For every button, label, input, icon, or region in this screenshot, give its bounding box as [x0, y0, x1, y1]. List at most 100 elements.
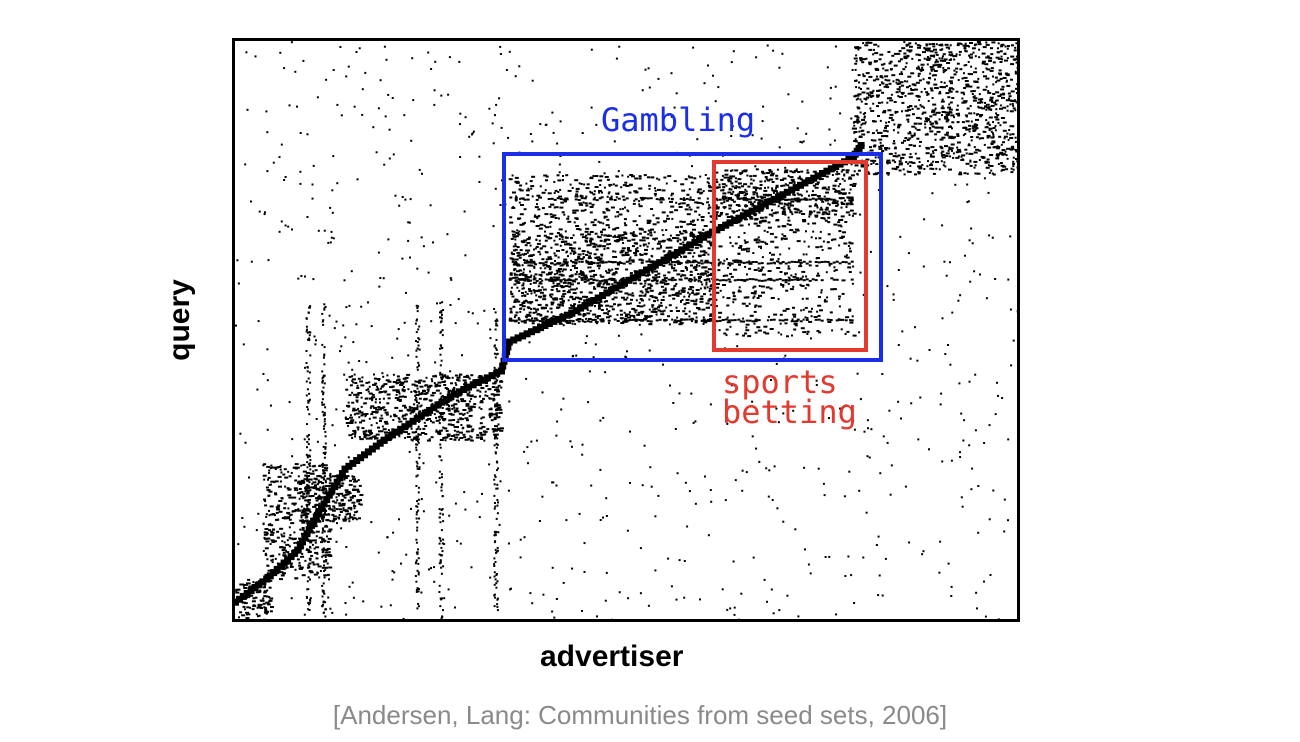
matrix-cell-5	[621, 195, 625, 198]
matrix-cell-8	[978, 98, 982, 101]
matrix-cell-4	[562, 260, 566, 263]
matrix-cell-4	[667, 315, 670, 318]
matrix-streak-1	[748, 261, 752, 264]
matrix-cell-3	[407, 432, 411, 435]
matrix-cell-3	[412, 438, 415, 440]
matrix-cell-4	[704, 287, 707, 290]
matrix-cell-7	[826, 296, 829, 299]
matrix-cell-6	[768, 170, 773, 173]
matrix-cell-6	[767, 179, 771, 182]
matrix-cell-3	[455, 383, 458, 386]
matrix-cell-1	[303, 509, 306, 512]
matrix-streak-0	[814, 198, 818, 201]
matrix-cell-6	[800, 170, 804, 173]
matrix-cell-2	[307, 499, 311, 501]
matrix-streak-3	[673, 278, 677, 281]
matrix-cell-4	[514, 258, 519, 261]
matrix-cell-7	[749, 314, 754, 317]
matrix-cell-8	[942, 66, 945, 69]
matrix-cell-8	[926, 81, 931, 84]
matrix-cell-6	[845, 206, 848, 208]
matrix-cell-5	[708, 204, 711, 207]
matrix-cell-4	[694, 278, 698, 281]
matrix-cell-3	[414, 384, 418, 387]
matrix-cell-3	[427, 418, 431, 420]
matrix-streak-3	[643, 279, 647, 282]
matrix-cell-4	[608, 322, 610, 325]
matrix-cell-6	[775, 187, 777, 190]
matrix-cell-6	[754, 217, 759, 220]
matrix-cell-8	[946, 134, 949, 137]
matrix-cell-6	[734, 187, 737, 189]
matrix-cell-4	[524, 252, 527, 255]
matrix-streak-0	[649, 197, 653, 200]
matrix-streak-2	[838, 318, 842, 321]
matrix-cell-8	[868, 41, 873, 44]
matrix-cell-1	[285, 543, 290, 546]
matrix-cell-2	[341, 502, 346, 505]
matrix-cell-8	[874, 52, 879, 55]
matrix-cell-8	[898, 160, 902, 163]
matrix-cell-6	[825, 188, 830, 191]
matrix-cell-3	[374, 437, 378, 440]
matrix-cell-8	[997, 163, 1000, 166]
matrix-cell-6	[851, 214, 854, 217]
matrix-cell-8	[941, 114, 943, 117]
matrix-cell-4	[553, 276, 557, 279]
matrix-streak-2	[754, 318, 758, 321]
matrix-streak-1	[532, 261, 536, 264]
matrix-cell-4	[513, 316, 516, 319]
matrix-cell-1	[302, 470, 307, 473]
matrix-cell-8	[872, 102, 875, 105]
matrix-cell-4	[709, 285, 714, 288]
matrix-streak-3	[715, 278, 719, 281]
matrix-cell-8	[877, 101, 881, 104]
matrix-cell-8	[956, 148, 961, 151]
matrix-cell-8	[932, 152, 935, 155]
matrix-cell-4	[584, 274, 588, 277]
matrix-cell-4	[535, 238, 538, 241]
matrix-cell-7	[800, 284, 805, 287]
matrix-cell-3	[460, 424, 463, 426]
matrix-streak-2	[523, 319, 527, 322]
matrix-cell-2	[338, 517, 341, 520]
matrix-cell-0	[243, 608, 246, 611]
matrix-cell-3	[404, 436, 407, 439]
matrix-cell-1	[300, 555, 305, 558]
matrix-streak-3	[742, 279, 746, 282]
matrix-cell-8	[871, 132, 875, 135]
matrix-cell-4	[605, 300, 608, 303]
matrix-cell-8	[926, 118, 930, 121]
matrix-streak-2	[577, 320, 581, 323]
matrix-cell-4	[660, 240, 665, 243]
matrix-cell-7	[849, 250, 852, 253]
matrix-cell-3	[431, 402, 434, 405]
matrix-cell-3	[435, 383, 439, 386]
matrix-cell-4	[510, 286, 513, 289]
matrix-cell-8	[933, 70, 938, 72]
matrix-cell-1	[319, 570, 322, 572]
matrix-cell-8	[951, 97, 955, 99]
matrix-cell-8	[991, 132, 994, 135]
matrix-streak-2	[715, 320, 719, 323]
matrix-cell-5	[584, 208, 587, 211]
matrix-cell-5	[708, 186, 713, 189]
matrix-cell-8	[895, 166, 899, 169]
matrix-cell-7	[745, 250, 750, 253]
matrix-cell-4	[587, 318, 592, 320]
matrix-cell-3	[371, 393, 375, 396]
matrix-cell-8	[958, 173, 963, 176]
matrix-cell-4	[686, 259, 689, 262]
matrix-cell-7	[737, 318, 741, 321]
matrix-cell-8	[881, 135, 885, 138]
matrix-cell-2	[300, 514, 304, 517]
matrix-cell-4	[612, 250, 615, 253]
matrix-cell-8	[872, 120, 877, 123]
matrix-cell-8	[964, 50, 968, 53]
matrix-cell-8	[928, 76, 931, 79]
matrix-cell-3	[466, 424, 471, 427]
matrix-cell-7	[816, 330, 820, 332]
matrix-streak-2	[805, 319, 809, 321]
matrix-cell-3	[470, 397, 473, 400]
matrix-streak-2	[565, 320, 569, 322]
